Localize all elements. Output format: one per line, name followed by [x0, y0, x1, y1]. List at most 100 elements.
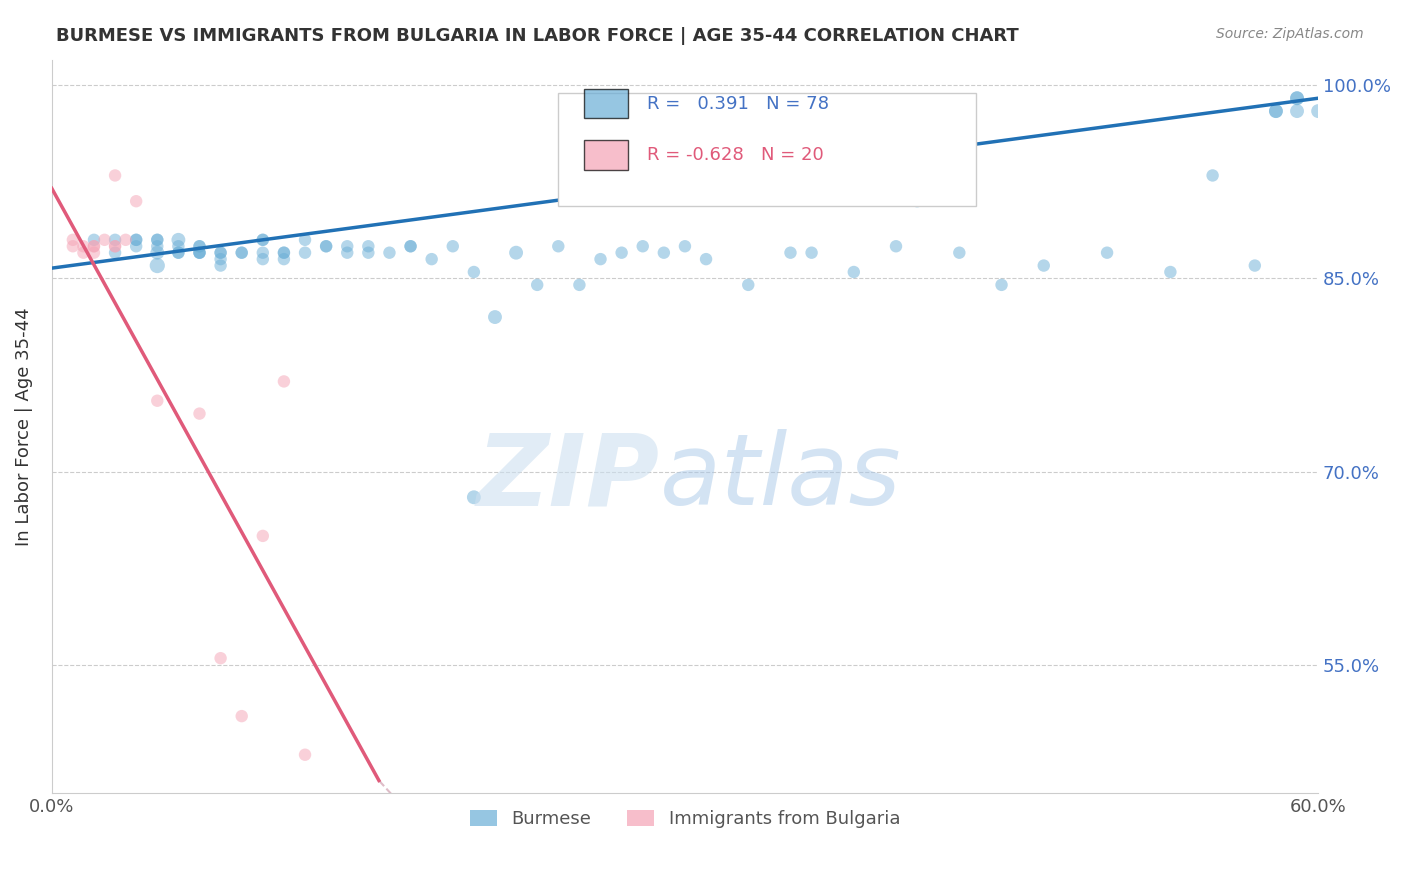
Point [83, 245, 105, 260]
Point [610, 245, 633, 260]
Point [167, 245, 190, 260]
Point [695, 252, 717, 267]
Point [294, 747, 316, 762]
FancyBboxPatch shape [583, 140, 628, 169]
Point [188, 239, 211, 253]
Text: Source: ZipAtlas.com: Source: ZipAtlas.com [1216, 27, 1364, 41]
Text: R =   0.391   N = 78: R = 0.391 N = 78 [647, 95, 830, 112]
Point [294, 245, 316, 260]
Point [231, 709, 253, 723]
Point [273, 245, 295, 260]
Point [1264, 104, 1286, 119]
Point [125, 233, 148, 247]
Point [673, 239, 696, 253]
Point [209, 259, 232, 273]
Point [631, 239, 654, 253]
Point [83, 233, 105, 247]
Point [294, 233, 316, 247]
Point [441, 239, 464, 253]
Point [104, 233, 127, 247]
Point [252, 245, 274, 260]
Point [463, 265, 485, 279]
Point [72, 239, 94, 253]
Point [547, 239, 569, 253]
Point [1159, 265, 1181, 279]
Point [114, 233, 136, 247]
Point [188, 245, 211, 260]
Text: R = -0.628   N = 20: R = -0.628 N = 20 [647, 146, 824, 164]
Point [104, 239, 127, 253]
Point [420, 252, 443, 267]
Point [1243, 259, 1265, 273]
Point [125, 239, 148, 253]
Point [463, 490, 485, 504]
Point [83, 239, 105, 253]
Point [399, 239, 422, 253]
Point [209, 245, 232, 260]
Point [1201, 169, 1223, 183]
Point [146, 233, 169, 247]
Point [104, 239, 127, 253]
Text: BURMESE VS IMMIGRANTS FROM BULGARIA IN LABOR FORCE | AGE 35-44 CORRELATION CHART: BURMESE VS IMMIGRANTS FROM BULGARIA IN L… [56, 27, 1019, 45]
Point [146, 259, 169, 273]
Point [188, 245, 211, 260]
FancyBboxPatch shape [558, 93, 976, 206]
Legend: Burmese, Immigrants from Bulgaria: Burmese, Immigrants from Bulgaria [463, 803, 907, 836]
Point [93, 233, 115, 247]
Point [104, 245, 127, 260]
Point [800, 245, 823, 260]
FancyBboxPatch shape [583, 89, 628, 119]
Point [336, 245, 359, 260]
Point [252, 233, 274, 247]
Point [72, 245, 94, 260]
Point [1285, 104, 1308, 119]
Point [357, 245, 380, 260]
Point [62, 239, 84, 253]
Point [905, 194, 928, 209]
Point [83, 239, 105, 253]
Point [589, 252, 612, 267]
Point [336, 239, 359, 253]
Text: ZIP: ZIP [477, 429, 659, 526]
Point [378, 245, 401, 260]
Point [505, 245, 527, 260]
Point [842, 265, 865, 279]
Point [1285, 91, 1308, 105]
Point [990, 277, 1012, 292]
Point [315, 239, 337, 253]
Point [948, 245, 970, 260]
Point [167, 245, 190, 260]
Point [146, 233, 169, 247]
Point [1032, 259, 1054, 273]
Point [188, 407, 211, 421]
Point [737, 277, 759, 292]
Point [1095, 245, 1118, 260]
Point [273, 375, 295, 389]
Point [209, 252, 232, 267]
Point [231, 245, 253, 260]
Point [125, 233, 148, 247]
Point [209, 245, 232, 260]
Text: atlas: atlas [659, 429, 901, 526]
Point [1264, 104, 1286, 119]
Point [252, 529, 274, 543]
Point [315, 239, 337, 253]
Point [209, 651, 232, 665]
Point [188, 245, 211, 260]
Point [1308, 104, 1330, 119]
Point [484, 310, 506, 324]
Point [273, 252, 295, 267]
Point [104, 169, 127, 183]
Point [146, 245, 169, 260]
Point [652, 245, 675, 260]
Point [568, 277, 591, 292]
Point [188, 239, 211, 253]
Point [231, 245, 253, 260]
Point [357, 239, 380, 253]
Point [779, 245, 801, 260]
Point [1285, 91, 1308, 105]
Point [125, 194, 148, 209]
Point [167, 239, 190, 253]
Point [252, 252, 274, 267]
Point [526, 277, 548, 292]
